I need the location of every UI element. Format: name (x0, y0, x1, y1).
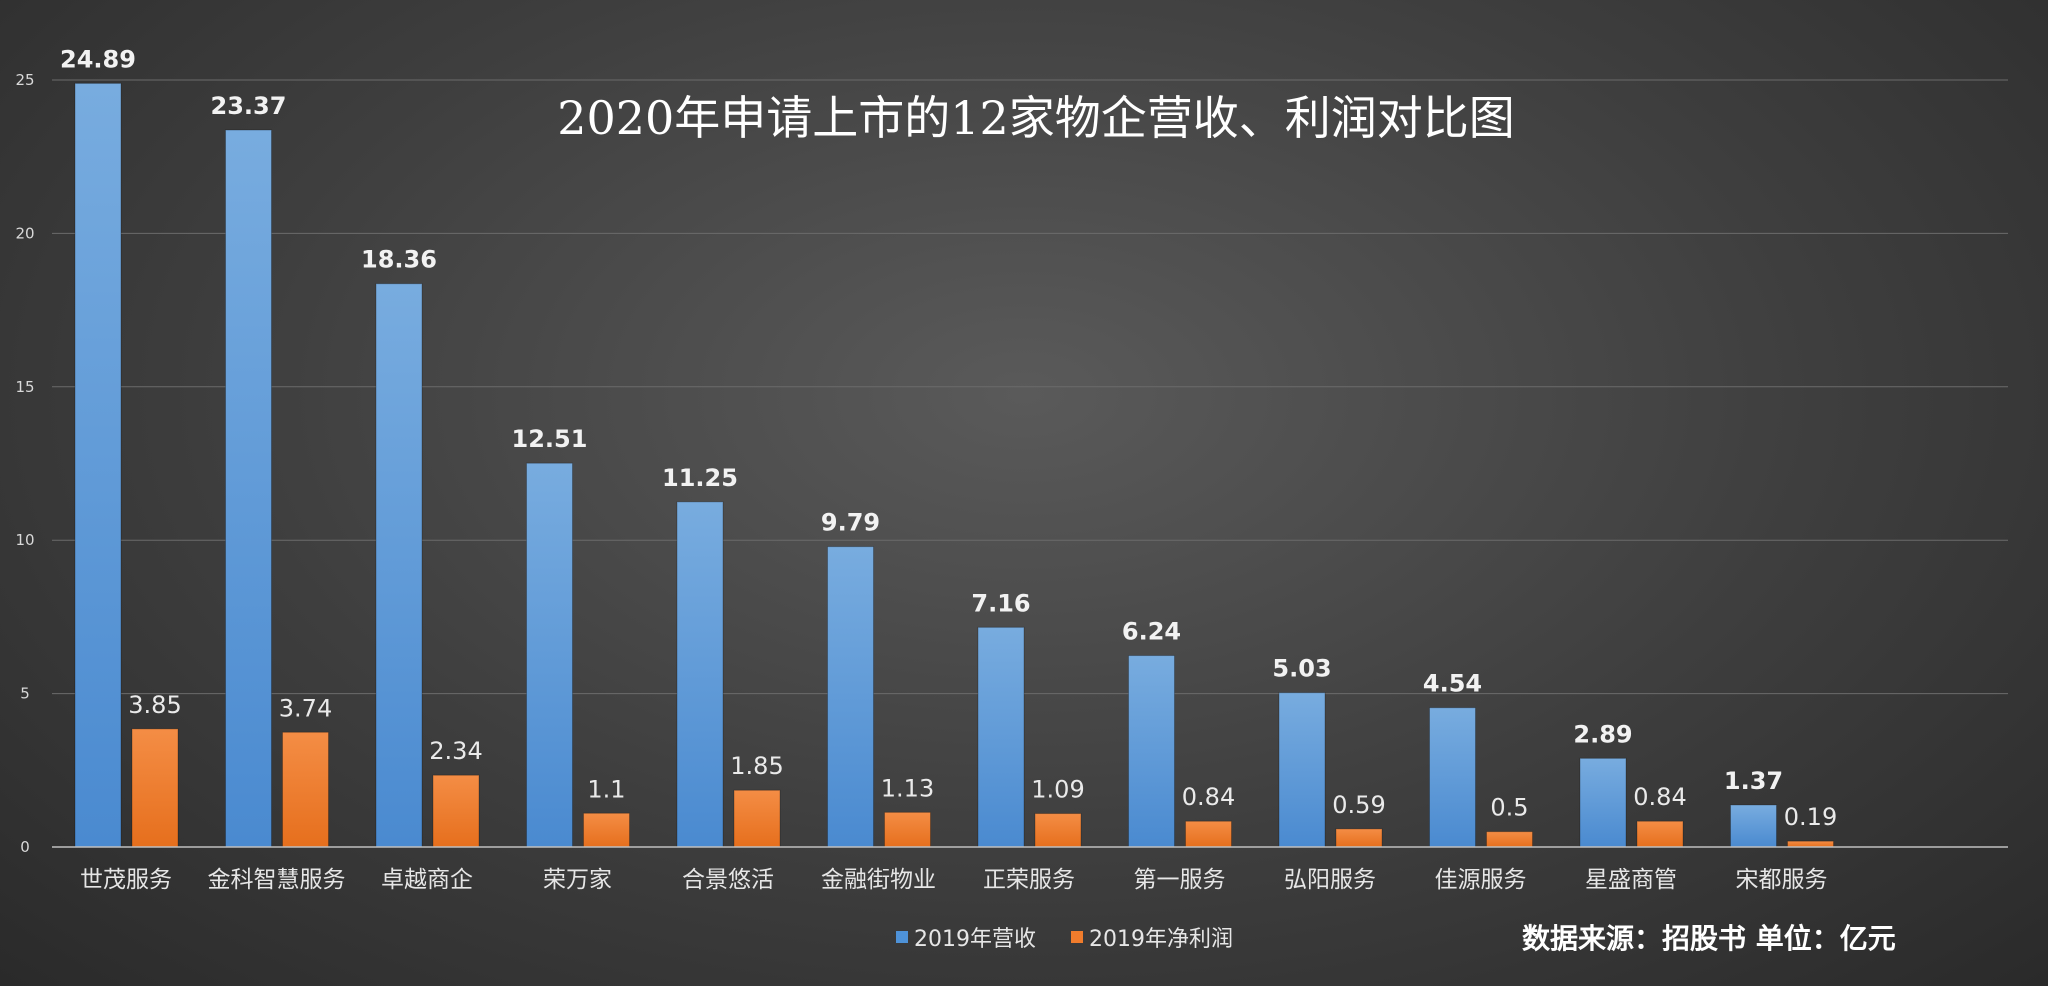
data-label-net-profit: 0.5 (1490, 794, 1528, 822)
data-label-revenue: 24.89 (60, 45, 136, 73)
data-label-revenue: 2.89 (1573, 720, 1632, 748)
category-label: 佳源服务 (1435, 867, 1527, 893)
bar-revenue (1128, 655, 1175, 848)
data-label-revenue: 18.36 (361, 246, 437, 274)
data-label-revenue: 5.03 (1272, 655, 1331, 683)
legend-swatch-net-profit (1071, 931, 1083, 943)
category-label: 第一服务 (1134, 867, 1226, 893)
category-label: 正荣服务 (983, 867, 1075, 893)
bar-net-profit (282, 731, 329, 848)
bar-net-profit (1034, 813, 1082, 848)
bar-revenue (827, 546, 874, 848)
legend-label-net-profit: 2019年净利润 (1089, 927, 1233, 952)
data-labels: 24.89 3.85 23.37 3.74 18.36 2.34 12.51 1.1 11.25… (60, 45, 1837, 831)
bar-net-profit (733, 789, 781, 848)
category-label: 金科智慧服务 (208, 867, 346, 893)
bar-net-profit (131, 728, 179, 848)
y-tick-label: 25 (15, 71, 34, 89)
data-label-net-profit: 0.19 (1784, 803, 1837, 831)
x-axis: 世茂服务 金科智慧服务 卓越商企 荣万家 合景悠活 金融街物业 正荣服务 第一服务 弘阳服务 佳源… (80, 867, 1828, 893)
bar-net-profit (583, 812, 630, 848)
chart-title: 2020年申请上市的12家物企营收、利润对比图 (557, 91, 1515, 145)
data-label-net-profit: 2.34 (429, 737, 482, 765)
data-label-net-profit: 1.09 (1031, 776, 1084, 804)
bar-net-profit (1787, 840, 1834, 848)
y-tick-label: 5 (20, 685, 30, 703)
data-label-revenue: 6.24 (1122, 618, 1181, 646)
bar-revenue (526, 462, 573, 848)
bar-revenue (1429, 707, 1476, 848)
category-label: 卓越商企 (381, 867, 473, 893)
y-tick-label: 10 (15, 531, 34, 549)
data-label-net-profit: 3.74 (279, 694, 332, 722)
data-label-revenue: 7.16 (971, 589, 1030, 617)
bars (74, 82, 1834, 848)
data-label-net-profit: 1.1 (587, 775, 625, 803)
data-label-revenue: 9.79 (821, 509, 880, 537)
data-label-net-profit: 1.85 (730, 752, 783, 780)
bar-revenue (977, 626, 1025, 848)
data-label-revenue: 11.25 (662, 464, 738, 492)
source-note: 数据来源：招股书 单位：亿元 (1522, 922, 1896, 955)
legend-swatch-revenue (896, 931, 908, 943)
bar-net-profit (432, 774, 480, 848)
data-label-net-profit: 0.84 (1182, 783, 1235, 811)
bar-net-profit (1185, 820, 1232, 848)
bar-revenue (1579, 757, 1627, 848)
bar-revenue (225, 129, 272, 848)
y-tick-label: 15 (15, 378, 34, 396)
bar-revenue (676, 501, 724, 848)
bar-revenue (375, 283, 423, 848)
legend-label-revenue: 2019年营收 (914, 927, 1036, 952)
data-label-net-profit: 0.59 (1332, 791, 1385, 819)
data-label-revenue: 4.54 (1423, 670, 1482, 698)
bar-revenue (1730, 804, 1777, 848)
data-label-revenue: 1.37 (1724, 767, 1783, 795)
data-label-revenue: 12.51 (512, 425, 588, 453)
category-label: 金融街物业 (821, 867, 936, 893)
legend: 2019年营收 2019年净利润 (896, 927, 1233, 952)
data-label-net-profit: 0.84 (1633, 783, 1686, 811)
bar-revenue (74, 82, 122, 848)
bar-net-profit (884, 811, 931, 848)
category-label: 弘阳服务 (1284, 867, 1376, 893)
bar-revenue (1278, 692, 1326, 848)
bar-net-profit (1335, 828, 1383, 848)
data-label-net-profit: 3.85 (128, 691, 181, 719)
bar-net-profit (1486, 831, 1533, 848)
y-axis: 0 5 10 15 20 25 (15, 71, 34, 856)
data-label-revenue: 23.37 (211, 92, 287, 120)
category-label: 世茂服务 (80, 867, 172, 893)
category-label: 合景悠活 (682, 867, 774, 893)
y-tick-label: 20 (15, 224, 34, 242)
category-label: 星盛商管 (1585, 867, 1677, 893)
bar-net-profit (1636, 820, 1684, 848)
y-tick-label: 0 (20, 838, 30, 856)
category-label: 宋都服务 (1736, 867, 1828, 893)
category-label: 荣万家 (543, 867, 612, 893)
data-label-net-profit: 1.13 (881, 774, 934, 802)
